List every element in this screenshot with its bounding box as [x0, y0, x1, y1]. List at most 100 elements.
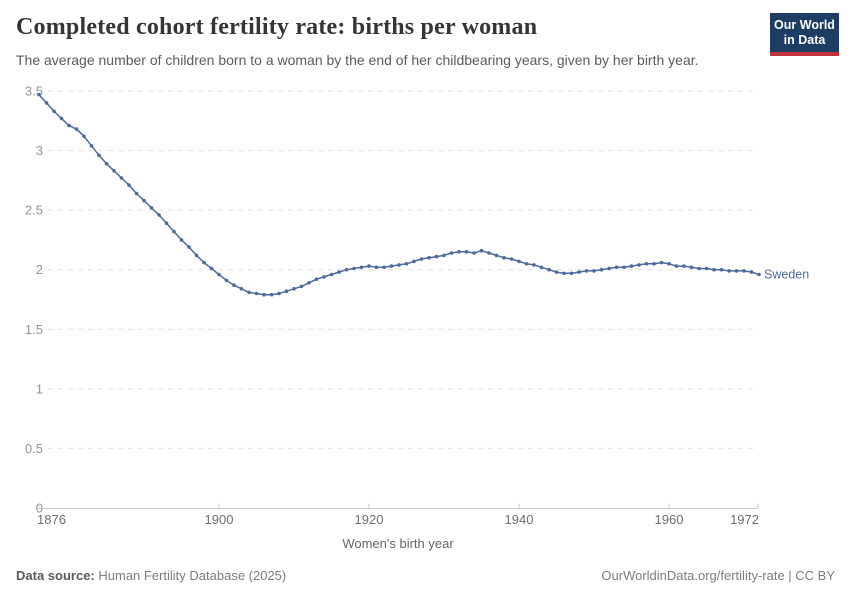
data-point[interactable] [187, 245, 191, 249]
data-point[interactable] [329, 272, 334, 277]
data-point[interactable] [637, 263, 641, 267]
data-point[interactable] [517, 259, 521, 264]
data-point[interactable] [382, 265, 386, 270]
data-point[interactable] [419, 257, 424, 261]
data-point[interactable] [457, 250, 461, 254]
data-point[interactable] [157, 213, 161, 217]
data-point[interactable] [734, 269, 739, 273]
data-point[interactable] [37, 92, 41, 97]
data-point[interactable] [524, 262, 529, 266]
data-point[interactable] [712, 267, 716, 272]
data-point[interactable] [704, 266, 709, 271]
data-point[interactable] [97, 153, 101, 158]
data-point[interactable] [344, 267, 349, 272]
data-point[interactable] [449, 251, 454, 255]
data-point[interactable] [719, 267, 724, 272]
data-point[interactable] [112, 169, 116, 173]
footer-citation-link[interactable]: OurWorldinData.org/fertility-rate | CC B… [601, 568, 835, 583]
data-point[interactable] [569, 271, 574, 276]
data-point[interactable] [59, 116, 64, 121]
data-point[interactable] [592, 269, 596, 273]
data-point[interactable] [232, 283, 236, 288]
data-point[interactable] [652, 262, 656, 266]
data-point[interactable] [322, 275, 326, 279]
data-point[interactable] [164, 221, 169, 225]
data-point[interactable] [554, 270, 559, 274]
data-point[interactable] [614, 265, 619, 270]
data-point[interactable] [359, 265, 364, 270]
data-point[interactable] [599, 267, 604, 272]
data-point[interactable] [644, 262, 649, 266]
data-point[interactable] [442, 253, 446, 258]
data-point[interactable] [607, 266, 611, 271]
data-point[interactable] [149, 206, 154, 210]
data-point[interactable] [374, 265, 379, 270]
data-point[interactable] [89, 144, 94, 148]
data-point[interactable] [487, 251, 491, 255]
data-point[interactable] [539, 265, 544, 270]
data-point[interactable] [44, 101, 49, 105]
data-point[interactable] [464, 250, 469, 254]
data-point[interactable] [284, 289, 289, 294]
data-point[interactable] [472, 251, 476, 255]
data-point[interactable] [749, 270, 754, 274]
data-point[interactable] [314, 277, 319, 282]
data-point[interactable] [502, 255, 506, 260]
data-point[interactable] [547, 267, 551, 272]
data-point[interactable] [67, 123, 71, 128]
data-point[interactable] [307, 281, 311, 285]
data-point[interactable] [104, 161, 109, 166]
data-point[interactable] [292, 287, 296, 291]
data-point[interactable] [509, 257, 514, 261]
data-point[interactable] [209, 266, 214, 271]
data-point[interactable] [622, 265, 626, 270]
data-point[interactable] [494, 253, 499, 258]
data-point[interactable] [194, 253, 199, 258]
data-point[interactable] [217, 272, 221, 277]
data-point[interactable] [367, 264, 371, 268]
data-point[interactable] [727, 269, 731, 273]
data-point[interactable] [412, 259, 416, 264]
data-point[interactable] [224, 278, 229, 283]
data-point[interactable] [389, 264, 394, 268]
owid-logo[interactable]: Our World in Data [770, 13, 839, 56]
data-point[interactable] [682, 264, 686, 268]
data-point[interactable] [52, 109, 56, 114]
data-point[interactable] [299, 284, 304, 289]
data-point[interactable] [142, 198, 146, 203]
data-point[interactable] [269, 292, 274, 297]
data-point[interactable] [689, 265, 694, 270]
data-point[interactable] [674, 264, 679, 268]
data-point[interactable] [179, 238, 184, 242]
data-point[interactable] [172, 229, 176, 234]
data-point[interactable] [352, 266, 356, 271]
data-point[interactable] [247, 290, 251, 295]
data-point[interactable] [427, 255, 431, 260]
data-point[interactable] [757, 272, 761, 277]
data-point[interactable] [532, 263, 536, 267]
data-point[interactable] [667, 262, 671, 266]
data-point[interactable] [82, 134, 86, 139]
data-point[interactable] [479, 248, 484, 253]
data-point[interactable] [127, 183, 131, 187]
data-point[interactable] [584, 269, 589, 273]
data-point[interactable] [404, 262, 409, 266]
data-point[interactable] [434, 254, 439, 259]
data-point[interactable] [629, 264, 634, 268]
data-point[interactable] [577, 270, 581, 274]
data-point[interactable] [254, 291, 259, 296]
data-point[interactable] [697, 266, 701, 271]
data-point[interactable] [562, 271, 566, 276]
data-point[interactable] [119, 176, 124, 180]
data-point[interactable] [397, 263, 401, 267]
data-point[interactable] [659, 260, 664, 265]
data-point[interactable] [337, 270, 341, 274]
data-point[interactable] [262, 292, 266, 297]
data-point[interactable] [202, 260, 206, 265]
series-label-sweden[interactable]: Sweden [764, 268, 809, 282]
data-point[interactable] [277, 291, 281, 296]
data-point[interactable] [239, 287, 244, 291]
data-point[interactable] [134, 191, 139, 196]
data-point[interactable] [742, 269, 746, 273]
data-point[interactable] [74, 127, 79, 131]
